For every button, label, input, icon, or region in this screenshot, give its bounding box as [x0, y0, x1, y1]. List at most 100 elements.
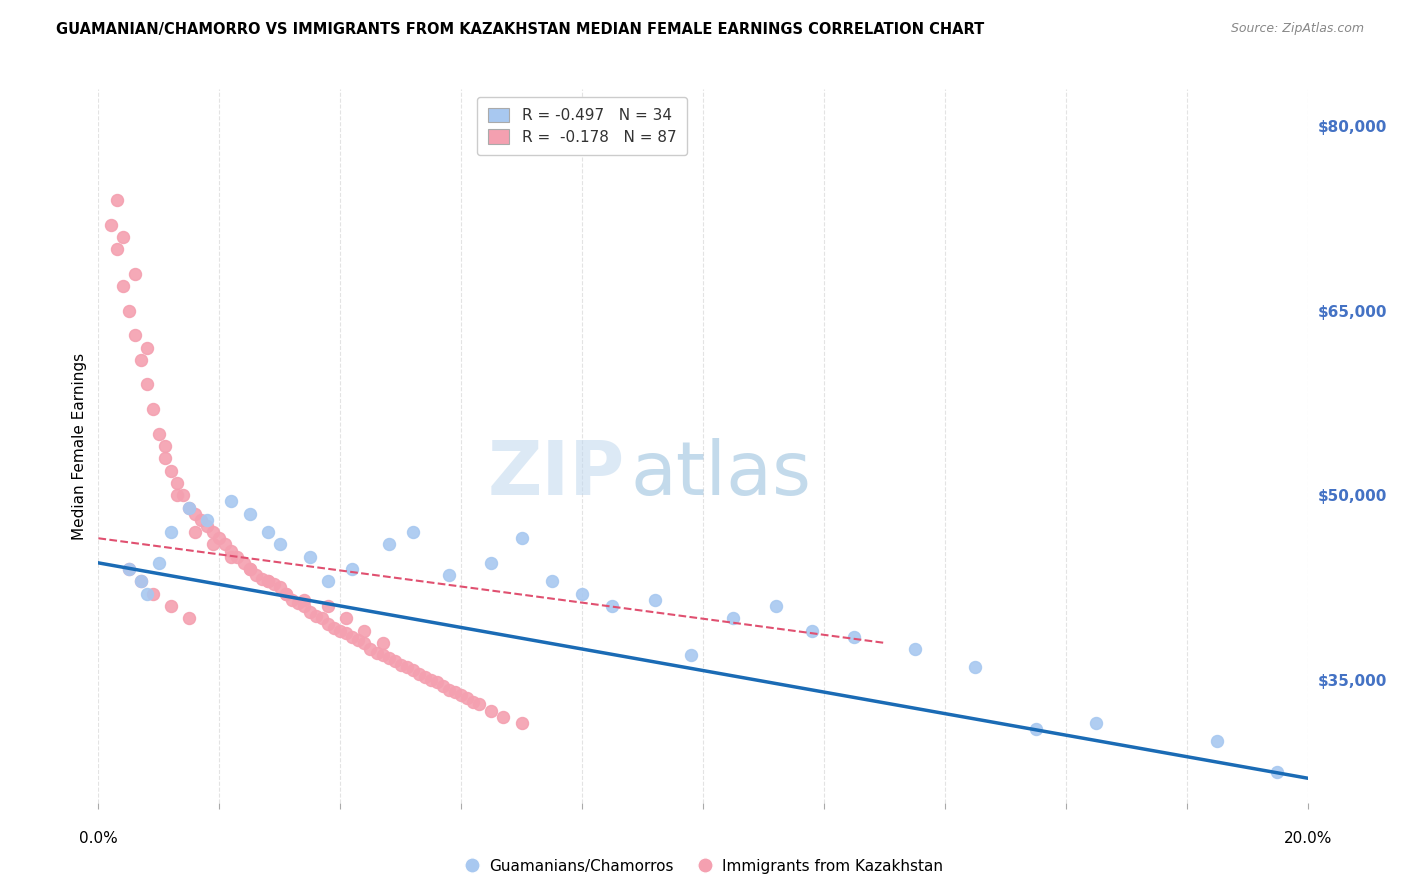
Point: [195, 519, 218, 533]
Point: [444, 685, 467, 699]
Point: [765, 599, 787, 613]
Point: [323, 621, 346, 635]
Point: [432, 679, 454, 693]
Point: [281, 592, 304, 607]
Point: [342, 630, 364, 644]
Y-axis label: Median Female Earnings: Median Female Earnings: [72, 352, 87, 540]
Point: [316, 599, 339, 613]
Point: [208, 531, 231, 545]
Point: [377, 650, 399, 665]
Point: [492, 709, 515, 723]
Point: [135, 377, 157, 392]
Point: [395, 660, 418, 674]
Point: [245, 568, 267, 582]
Point: [179, 611, 201, 625]
Point: [221, 543, 243, 558]
Point: [329, 624, 352, 638]
Point: [384, 654, 406, 668]
Point: [160, 599, 183, 613]
Point: [510, 715, 533, 730]
Point: [105, 193, 128, 207]
Point: [644, 592, 666, 607]
Point: [184, 525, 207, 540]
Point: [679, 648, 702, 662]
Point: [226, 549, 249, 564]
Text: GUAMANIAN/CHAMORRO VS IMMIGRANTS FROM KAZAKHSTAN MEDIAN FEMALE EARNINGS CORRELAT: GUAMANIAN/CHAMORRO VS IMMIGRANTS FROM KA…: [56, 22, 984, 37]
Point: [190, 513, 212, 527]
Point: [316, 617, 339, 632]
Point: [366, 646, 388, 660]
Point: [111, 279, 134, 293]
Point: [105, 242, 128, 256]
Point: [153, 451, 176, 466]
Point: [129, 574, 152, 589]
Point: [904, 642, 927, 657]
Text: ZIP: ZIP: [486, 438, 624, 511]
Point: [202, 537, 225, 551]
Point: [510, 531, 533, 545]
Point: [1267, 765, 1289, 780]
Point: [420, 673, 443, 687]
Point: [166, 475, 188, 490]
Point: [450, 688, 472, 702]
Point: [844, 630, 866, 644]
Point: [287, 597, 309, 611]
Point: [239, 562, 262, 576]
Point: [172, 488, 194, 502]
Point: [371, 648, 394, 662]
Point: [481, 556, 503, 570]
Point: [118, 562, 141, 576]
Point: [232, 556, 254, 570]
Point: [571, 587, 593, 601]
Point: [1206, 734, 1229, 748]
Text: 20.0%: 20.0%: [1284, 831, 1331, 847]
Point: [463, 695, 485, 709]
Point: [195, 513, 218, 527]
Point: [184, 507, 207, 521]
Point: [437, 682, 460, 697]
Point: [221, 549, 243, 564]
Point: [142, 587, 165, 601]
Point: [124, 267, 146, 281]
Point: [160, 464, 183, 478]
Point: [153, 439, 176, 453]
Point: [468, 698, 491, 712]
Point: [269, 537, 291, 551]
Point: [335, 626, 357, 640]
Point: [135, 341, 157, 355]
Point: [148, 426, 170, 441]
Point: [256, 574, 278, 589]
Point: [292, 592, 315, 607]
Point: [256, 574, 278, 589]
Point: [299, 549, 322, 564]
Point: [347, 633, 370, 648]
Point: [111, 230, 134, 244]
Text: atlas: atlas: [630, 438, 811, 511]
Point: [118, 303, 141, 318]
Point: [800, 624, 823, 638]
Point: [202, 525, 225, 540]
Point: [135, 587, 157, 601]
Point: [540, 574, 562, 589]
Point: [166, 488, 188, 502]
Point: [269, 581, 291, 595]
Point: [100, 218, 122, 232]
Point: [221, 494, 243, 508]
Point: [160, 525, 183, 540]
Point: [408, 666, 430, 681]
Point: [305, 608, 328, 623]
Point: [335, 611, 357, 625]
Legend: R = -0.497   N = 34, R =  -0.178   N = 87: R = -0.497 N = 34, R = -0.178 N = 87: [477, 97, 688, 155]
Point: [456, 691, 478, 706]
Point: [148, 556, 170, 570]
Point: [602, 599, 624, 613]
Point: [292, 599, 315, 613]
Point: [118, 562, 141, 576]
Point: [274, 587, 297, 601]
Point: [342, 562, 364, 576]
Point: [353, 624, 375, 638]
Point: [311, 611, 333, 625]
Point: [124, 328, 146, 343]
Point: [1024, 722, 1046, 736]
Point: [129, 352, 152, 367]
